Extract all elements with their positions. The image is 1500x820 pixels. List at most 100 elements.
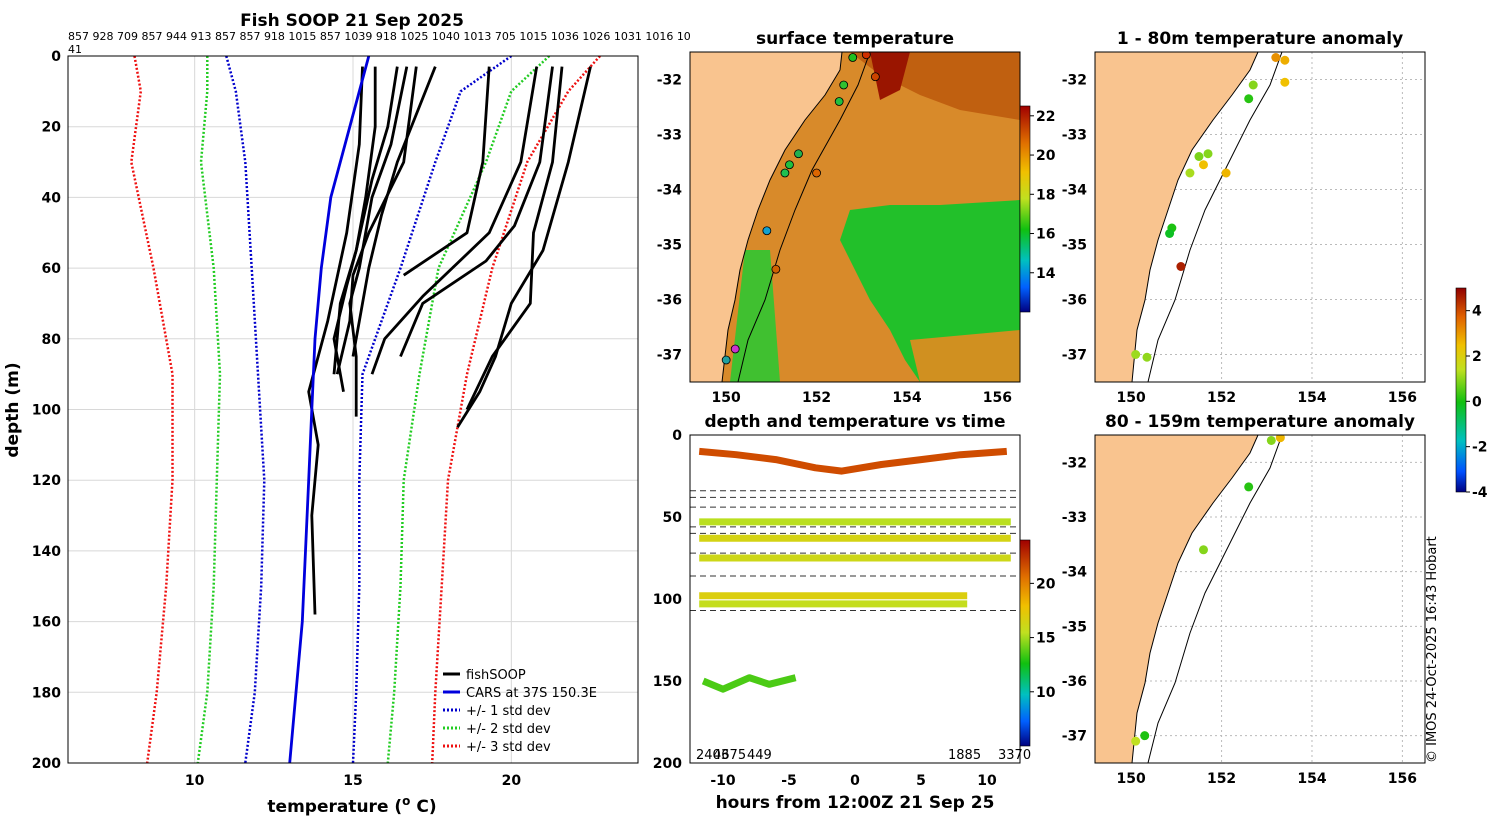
profile-ytick-label: 120 [32,473,61,489]
sst-station-3 [834,97,844,106]
std-line-p1 [351,56,513,763]
sst-map-panel: 150 152 154 156 -32 -33 -34 -35 -36 -37 surface … [657,29,1056,406]
profile-xticks: 10 15 20 [185,773,521,789]
anom-shallow-isobath [1147,52,1283,382]
cars-line [288,56,371,763]
map-xtick-label: 150 [1117,390,1146,406]
std-dev-lines [130,56,601,763]
dt-title: depth and temperature vs time [705,412,1006,432]
dt-ytick-label: 200 [653,756,682,772]
sst-cb-label: 14 [1036,266,1056,282]
anom-cb-label: -4 [1472,485,1488,501]
sst-coastline [721,52,843,382]
profile-ytick-label: 140 [32,544,61,560]
sst-colorbar-ticks: 22 20 18 16 14 [1030,109,1056,282]
sst-yticks: -32 -33 -34 -35 -36 -37 [657,73,683,364]
profile-ytick-label: 80 [42,332,62,348]
anom-deep-land [1095,435,1258,763]
sst-hot-core [870,52,910,100]
map-ytick-label: -37 [657,348,682,364]
dt-xtick-label: -5 [781,773,797,789]
anom-shallow-yticks: -32 -33 -34 -35 -36 -37 [1062,73,1088,364]
map-ytick-label: -36 [1062,674,1087,690]
sst-station-4 [870,72,880,82]
std-line-m1 [225,56,266,763]
map-xtick-label: 154 [892,390,921,406]
dt-xtick-label: 0 [850,773,860,789]
sst-coastal-cool [730,250,780,382]
anom-shallow-land [1095,52,1258,382]
legend-std2: +/- 2 std dev [466,722,551,737]
sst-isobath [737,52,871,382]
anom-shallow-coast [1131,52,1259,382]
map-ytick-label: -32 [1062,455,1087,471]
map-xtick-label: 156 [1388,390,1417,406]
anom-shallow-box [1094,51,1426,383]
cars-profile [288,56,371,763]
dt-track-0 [698,447,1008,475]
profile-axes-box [67,55,639,764]
map-ytick-label: -36 [1062,293,1087,309]
profile-ytick-label: 40 [42,190,62,206]
dt-ytick-label: 0 [672,428,682,444]
dt-yticks: 0 50 100 150 200 [653,428,682,772]
dt-bottom-label: 3370 [998,748,1031,763]
profile-legend: fishSOOP CARS at 37S 150.3E +/- 1 std de… [443,668,597,755]
sst-cb-label: 22 [1036,109,1055,125]
legend-fish: fishSOOP [466,668,526,683]
anom-cb-label: -2 [1472,440,1488,456]
map-ytick-label: -35 [1062,619,1087,635]
map-xtick-label: 154 [1297,771,1326,787]
profile-top-labels-1: 857 928 709 857 944 913 857 857 918 1015… [68,30,691,43]
anom-deep-isobath [1147,435,1283,763]
anomaly-deep-panel: 150 152 154 156 -32 -33 -34 -35 -36 -37 80 - 159… [1062,412,1426,787]
dt-xlabel: hours from 12:00Z 21 Sep 25 [716,793,995,813]
map-ytick-label: -34 [1062,183,1088,199]
fish-profile-3 [348,66,409,417]
anom-cb-label: 0 [1472,394,1482,410]
sst-map-image [690,52,1020,382]
profile-xtick-label: 20 [502,773,522,789]
profile-ytick-label: 60 [42,261,62,277]
legend-cars: CARS at 37S 150.3E [466,686,597,701]
sst-south-warm [910,330,1020,382]
anom-point-9 [1221,168,1231,178]
dt-bottom-label: 4675 [713,748,746,763]
anom-point-3 [1198,545,1208,555]
map-ytick-label: -33 [1062,128,1087,144]
watermark: © IMOS 24-Oct-2025 16:43 Hobart [1425,536,1440,763]
dt-xtick-label: 5 [916,773,926,789]
dt-colorbar [1019,539,1031,747]
map-xtick-label: 156 [1388,771,1417,787]
sst-station-5 [794,149,803,159]
anom-point-4 [1244,94,1254,104]
std-line-p3 [430,56,601,763]
sst-station-7 [780,168,790,178]
anom-point-2 [1280,77,1290,87]
anom-point-0 [1275,435,1285,443]
profile-ytick-label: 100 [32,403,61,419]
map-ytick-label: -32 [1062,73,1087,89]
sst-station-12 [721,355,731,365]
sst-station-2 [839,80,849,90]
dt-bottom-label: 1885 [948,748,981,763]
anom-deep-points [1131,435,1285,746]
dt-ytick-label: 150 [653,674,682,690]
map-xtick-label: 152 [802,390,831,406]
anom-point-8 [1185,168,1195,178]
dt-bottom-label: 449 [747,748,772,763]
profile-xtick-label: 10 [185,773,205,789]
sst-xticks: 150 152 154 156 [712,390,1012,406]
map-xtick-label: 150 [712,390,741,406]
dt-cb-label: 10 [1036,685,1056,701]
dt-bottom-label: 2403 [696,748,729,763]
sst-station-1 [861,52,871,60]
anom-point-13 [1131,350,1141,359]
dt-colorbar-ticks: 20 15 10 [1030,576,1056,701]
anom-deep-xticks: 150 152 154 156 [1117,771,1417,787]
sst-station-10 [771,264,781,274]
sst-cb-label: 18 [1036,187,1055,203]
anom-point-4 [1140,731,1150,741]
